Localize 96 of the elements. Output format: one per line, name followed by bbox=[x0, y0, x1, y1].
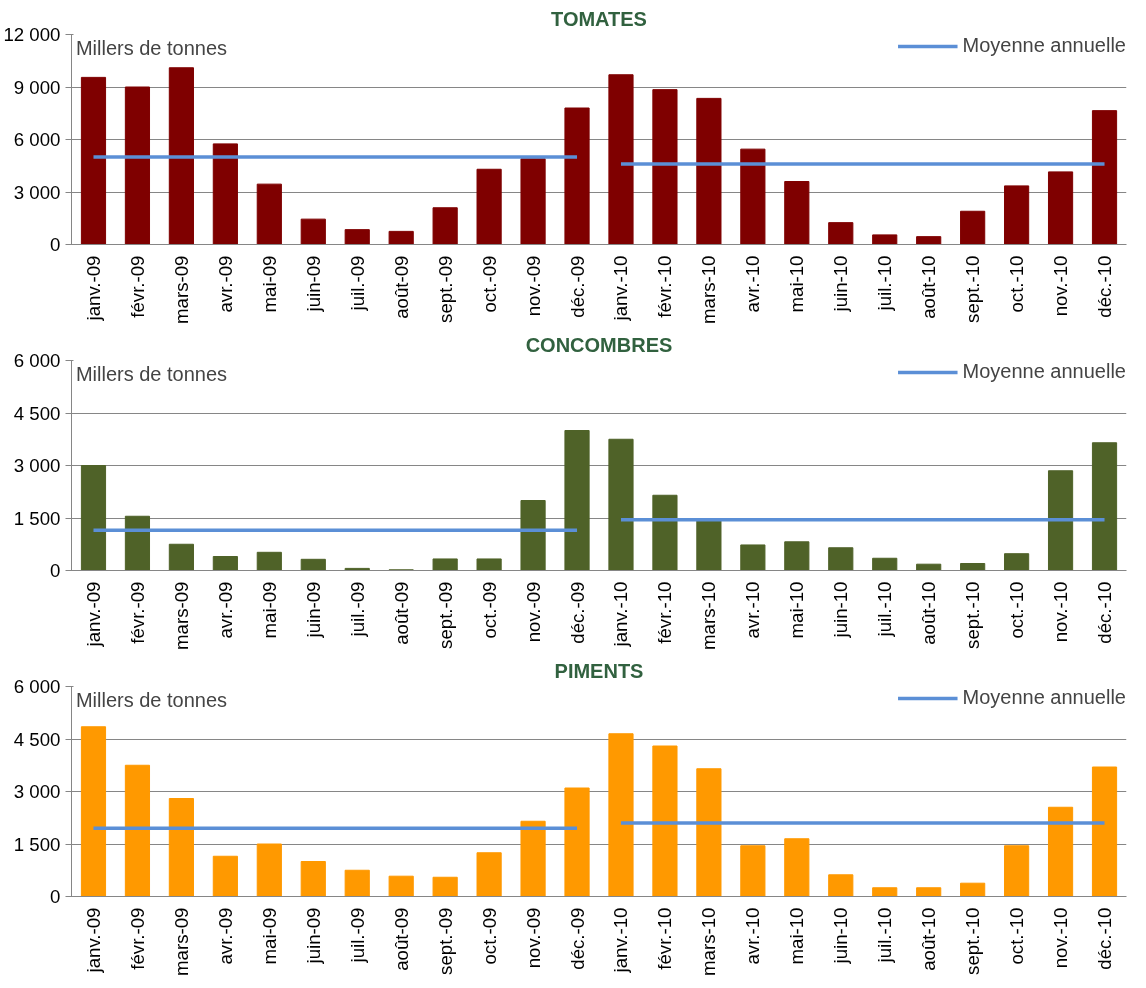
x-tick-label: janv.-09 bbox=[82, 581, 104, 648]
x-tick-label: avr.-10 bbox=[742, 907, 764, 965]
x-tick-label: mai-09 bbox=[258, 581, 280, 639]
x-tick-label: avr.-10 bbox=[742, 581, 764, 639]
x-tick-label: mai-09 bbox=[258, 255, 280, 313]
x-tick-label: janv.-10 bbox=[610, 255, 632, 322]
x-tick-label: mars-10 bbox=[698, 581, 720, 650]
y-tick-label: 3 000 bbox=[13, 181, 61, 203]
x-tick-label: nov.-10 bbox=[1050, 255, 1072, 317]
x-tick-label: août-10 bbox=[918, 907, 940, 971]
x-tick-label: janv.-09 bbox=[82, 907, 104, 974]
y-tick-label: 6 000 bbox=[13, 676, 61, 697]
x-tick-label: nov.-09 bbox=[522, 581, 544, 643]
y-tick-label: 4 500 bbox=[13, 402, 61, 424]
x-tick-label: mars-10 bbox=[698, 907, 720, 976]
x-tick-label: avr.-09 bbox=[214, 907, 236, 965]
x-tick-label: déc.-09 bbox=[566, 581, 588, 644]
legend-label: Moyenne annuelle bbox=[962, 686, 1126, 709]
x-tick-label: mars-09 bbox=[170, 581, 192, 650]
x-tick-label: janv.-10 bbox=[610, 907, 632, 974]
x-tick-label: juil.-09 bbox=[346, 255, 368, 312]
legend-label: Moyenne annuelle bbox=[962, 34, 1126, 57]
x-tick-label: juil.-10 bbox=[874, 907, 896, 964]
x-tick-label: août-10 bbox=[918, 255, 940, 319]
x-tick-label: août-10 bbox=[918, 581, 940, 645]
x-tick-label: oct.-10 bbox=[1006, 255, 1028, 313]
y-tick-label: 6 000 bbox=[13, 129, 61, 150]
x-tick-label: mai-09 bbox=[258, 907, 280, 965]
y-tick-label: 0 bbox=[50, 886, 61, 907]
y-axis-title: Millers de tonnes bbox=[75, 362, 228, 385]
x-tick-label: juil.-09 bbox=[346, 907, 368, 964]
x-tick-label: sept.-09 bbox=[434, 907, 456, 975]
x-tick-label: sept.-09 bbox=[434, 581, 456, 649]
x-tick-label: nov.-09 bbox=[522, 907, 544, 969]
x-tick-label: août-09 bbox=[390, 581, 412, 645]
y-tick-label: 9 000 bbox=[13, 76, 61, 98]
y-tick-label: 1 500 bbox=[13, 833, 61, 855]
y-axis-title: Millers de tonnes bbox=[75, 36, 228, 59]
x-tick-label: nov.-09 bbox=[522, 255, 544, 317]
x-tick-label: juil.-10 bbox=[874, 581, 896, 638]
x-tick-label: nov.-10 bbox=[1050, 581, 1072, 643]
x-tick-label: juin-09 bbox=[302, 581, 324, 639]
x-tick-label: févr.-10 bbox=[654, 581, 676, 644]
x-tick-label: nov.-10 bbox=[1050, 907, 1072, 969]
chart-title: CONCOMBRES bbox=[525, 333, 673, 356]
x-tick-label: août-09 bbox=[390, 907, 412, 971]
x-tick-label: janv.-10 bbox=[610, 581, 632, 648]
x-tick-label: juil.-10 bbox=[874, 255, 896, 312]
x-tick-label: juin-10 bbox=[830, 907, 852, 965]
x-tick-label: avr.-09 bbox=[214, 581, 236, 639]
x-tick-label: déc.-10 bbox=[1094, 255, 1116, 318]
x-tick-label: oct.-09 bbox=[478, 581, 500, 639]
x-tick-label: avr.-10 bbox=[742, 255, 764, 313]
x-tick-label: août-09 bbox=[390, 255, 412, 319]
y-tick-label: 0 bbox=[50, 234, 61, 255]
x-tick-label: mai-10 bbox=[786, 255, 808, 313]
x-tick-label: mars-10 bbox=[698, 255, 720, 324]
x-tick-label: déc.-10 bbox=[1094, 581, 1116, 644]
x-tick-label: oct.-10 bbox=[1006, 907, 1028, 965]
x-tick-label: juin-10 bbox=[830, 255, 852, 313]
y-tick-label: 3 000 bbox=[13, 455, 61, 476]
x-tick-label: déc.-10 bbox=[1094, 907, 1116, 970]
chart-title: PIMENTS bbox=[554, 659, 644, 682]
y-tick-label: 12 000 bbox=[3, 24, 61, 45]
x-tick-label: sept.-10 bbox=[962, 255, 984, 323]
y-tick-label: 4 500 bbox=[13, 728, 61, 750]
x-tick-label: févr.-10 bbox=[654, 907, 676, 970]
x-tick-label: déc.-09 bbox=[566, 255, 588, 318]
x-tick-label: févr.-09 bbox=[126, 907, 148, 970]
x-tick-label: déc.-09 bbox=[566, 907, 588, 970]
x-tick-label: mars-09 bbox=[170, 255, 192, 324]
y-tick-label: 3 000 bbox=[13, 781, 61, 802]
x-tick-label: févr.-09 bbox=[126, 255, 148, 318]
x-tick-label: sept.-09 bbox=[434, 255, 456, 323]
x-tick-label: janv.-09 bbox=[82, 255, 104, 322]
x-tick-label: oct.-09 bbox=[478, 907, 500, 965]
x-tick-label: mai-10 bbox=[786, 581, 808, 639]
x-tick-label: juin-09 bbox=[302, 255, 324, 313]
x-tick-label: oct.-09 bbox=[478, 255, 500, 313]
x-tick-label: févr.-10 bbox=[654, 255, 676, 318]
x-tick-label: juin-10 bbox=[830, 581, 852, 639]
y-tick-label: 0 bbox=[50, 560, 61, 581]
y-tick-label: 6 000 bbox=[13, 350, 61, 371]
x-tick-label: sept.-10 bbox=[962, 907, 984, 975]
x-tick-label: mai-10 bbox=[786, 907, 808, 965]
x-tick-label: juin-09 bbox=[302, 907, 324, 965]
y-axis-title: Millers de tonnes bbox=[75, 688, 228, 711]
x-tick-label: oct.-10 bbox=[1006, 581, 1028, 639]
x-tick-label: sept.-10 bbox=[962, 581, 984, 649]
legend-label: Moyenne annuelle bbox=[962, 360, 1126, 383]
y-tick-label: 1 500 bbox=[13, 507, 61, 529]
chart-title: TOMATES bbox=[551, 7, 647, 30]
x-tick-label: juil.-09 bbox=[346, 581, 368, 638]
x-tick-label: avr.-09 bbox=[214, 255, 236, 313]
x-tick-label: févr.-09 bbox=[126, 581, 148, 644]
x-tick-label: mars-09 bbox=[170, 907, 192, 976]
